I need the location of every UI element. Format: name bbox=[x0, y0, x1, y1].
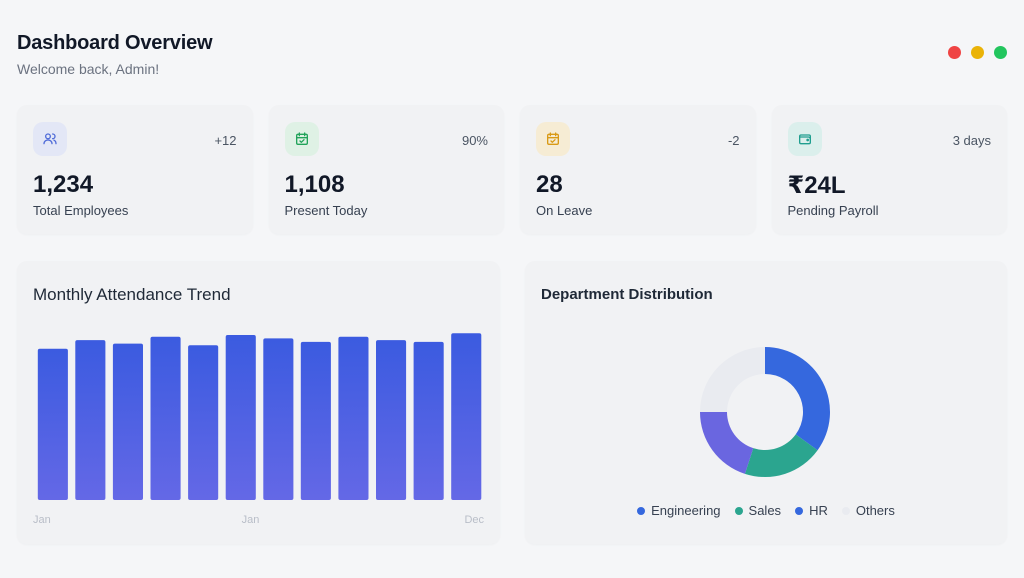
stat-value: ₹24L bbox=[787, 172, 846, 199]
department-legend: Engineering Sales HR Others bbox=[525, 503, 1007, 518]
stat-change-badge: +12 bbox=[214, 133, 237, 148]
close-dot[interactable] bbox=[948, 46, 961, 59]
window-controls bbox=[948, 46, 1007, 59]
attendance-bar[interactable] bbox=[451, 333, 482, 500]
maximize-dot[interactable] bbox=[994, 46, 1007, 59]
legend-item-sales[interactable]: Sales bbox=[734, 503, 782, 518]
legend-item-engineering[interactable]: Engineering bbox=[637, 503, 721, 518]
users-icon bbox=[33, 122, 67, 156]
stat-change-badge: 3 days bbox=[952, 133, 991, 148]
legend-label: Others bbox=[855, 503, 895, 518]
attendance-bar[interactable] bbox=[376, 340, 407, 500]
attendance-bar-chart: Jan Jan Dec bbox=[33, 333, 484, 526]
x-tick-label: Jan bbox=[33, 514, 51, 526]
attendance-bar[interactable] bbox=[150, 336, 181, 500]
x-tick-label: Jan bbox=[242, 514, 260, 526]
donut-slice-engineering[interactable] bbox=[765, 347, 830, 451]
page-title: Dashboard Overview bbox=[17, 32, 213, 54]
department-chart-panel: Department Distribution Engineering Sales… bbox=[525, 261, 1007, 544]
donut-slice-hr[interactable] bbox=[700, 412, 754, 474]
legend-dot bbox=[637, 506, 646, 515]
page-subtitle: Welcome back, Admin! bbox=[17, 61, 160, 77]
attendance-bar[interactable] bbox=[413, 341, 444, 500]
department-donut-chart bbox=[700, 347, 830, 477]
attendance-chart-panel: Monthly Attendance Trend Jan Jan Dec bbox=[17, 261, 500, 544]
stat-label: Total Employees bbox=[33, 203, 129, 218]
stat-card-present-today[interactable]: 90% 1,108 Present Today bbox=[268, 105, 504, 234]
attendance-chart-title: Monthly Attendance Trend bbox=[33, 285, 231, 304]
calendar-icon bbox=[536, 122, 570, 156]
stat-cards: +12 1,234 Total Employees 90% 1,108 Pres… bbox=[17, 105, 1007, 234]
calendar-check-icon bbox=[284, 122, 319, 156]
stat-value: 28 bbox=[536, 171, 563, 198]
attendance-bar[interactable] bbox=[338, 336, 369, 500]
stat-change-badge: 90% bbox=[461, 133, 488, 148]
attendance-bar[interactable] bbox=[188, 345, 219, 500]
attendance-bar[interactable] bbox=[37, 348, 68, 500]
legend-label: Sales bbox=[748, 503, 782, 518]
attendance-bar[interactable] bbox=[112, 343, 143, 500]
minimize-dot[interactable] bbox=[971, 46, 984, 59]
attendance-bar[interactable] bbox=[300, 341, 331, 500]
x-tick-label: Dec bbox=[464, 514, 484, 526]
donut-slice-sales[interactable] bbox=[744, 434, 818, 477]
attendance-bar[interactable] bbox=[225, 335, 256, 500]
department-chart-title: Department Distribution bbox=[541, 286, 713, 303]
legend-dot bbox=[734, 506, 743, 515]
stat-card-pending-payroll[interactable]: 3 days ₹24L Pending Payroll bbox=[771, 105, 1007, 234]
legend-dot bbox=[841, 506, 850, 515]
legend-item-others[interactable]: Others bbox=[841, 503, 895, 518]
legend-dot bbox=[795, 506, 804, 515]
legend-item-hr[interactable]: HR bbox=[795, 503, 828, 518]
stat-value: 1,234 bbox=[33, 171, 94, 198]
stat-card-total-employees[interactable]: +12 1,234 Total Employees bbox=[17, 105, 253, 234]
attendance-bar[interactable] bbox=[263, 338, 294, 500]
stat-card-on-leave[interactable]: -2 28 On Leave bbox=[520, 105, 756, 234]
stat-label: On Leave bbox=[536, 203, 593, 218]
donut-slice-others[interactable] bbox=[700, 347, 765, 412]
legend-label: Engineering bbox=[651, 503, 721, 518]
stat-label: Pending Payroll bbox=[787, 203, 879, 218]
stat-label: Present Today bbox=[284, 203, 368, 218]
stat-change-badge: -2 bbox=[727, 133, 740, 148]
stat-value: 1,108 bbox=[284, 171, 345, 198]
page-header: Dashboard Overview Welcome back, Admin! bbox=[17, 32, 213, 77]
wallet-icon bbox=[787, 122, 822, 156]
attendance-bar[interactable] bbox=[75, 340, 106, 500]
legend-label: HR bbox=[809, 503, 828, 518]
